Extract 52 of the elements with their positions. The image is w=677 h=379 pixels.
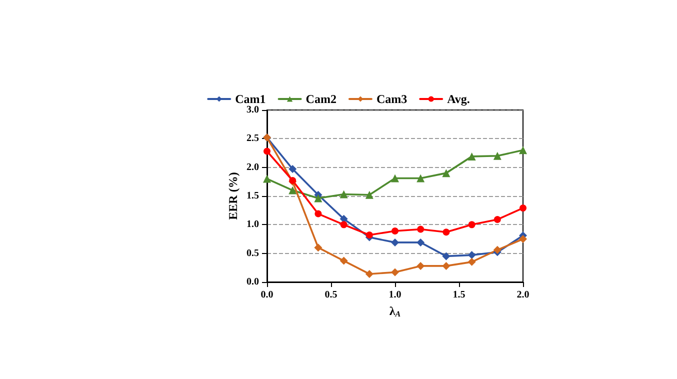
point [494,216,501,224]
point [493,152,502,160]
y-tick-label: 1.0 [246,219,259,230]
point [416,174,425,182]
point [468,152,476,160]
point [442,228,450,236]
point [519,235,527,243]
point [520,204,526,212]
point [340,190,348,198]
y-tick-label: 0.5 [246,248,259,259]
point [340,256,348,265]
point [417,226,424,233]
point [442,252,450,260]
legend-label: Cam2 [306,92,336,106]
point [442,169,450,178]
x-tick-label: 1.0 [388,290,402,300]
point [314,210,322,218]
legend-label: Avg. [447,92,470,106]
point [392,227,398,234]
point [263,174,271,183]
legend-label: Cam3 [376,92,408,106]
point [442,262,450,270]
point [391,238,399,246]
x-tick-label: 2.0 [516,290,530,300]
point [365,270,374,278]
point [288,186,297,194]
y-axis-title: EER (%) [226,172,240,220]
point [468,258,476,266]
point [519,146,527,154]
x-tick-label: 0.0 [260,290,274,300]
x-tick-label: 1.5 [452,290,466,300]
point [314,194,322,202]
point [468,221,476,228]
point [391,174,399,182]
point [391,268,399,276]
legend-label: Cam1 [235,92,266,106]
x-tick-label: 0.5 [324,290,338,300]
point [416,262,425,270]
y-tick-label: 3.0 [246,104,259,116]
point [416,238,425,246]
y-tick-label: 1.5 [246,190,259,202]
point [365,190,374,199]
y-tick-label: 2.0 [246,162,259,173]
point [493,246,502,254]
point [288,165,297,174]
y-tick-label: 0.0 [246,276,259,288]
y-tick-label: 2.5 [246,133,259,144]
point [340,221,348,228]
point [264,148,270,155]
point [366,231,373,238]
point [468,251,476,260]
point [314,244,322,252]
